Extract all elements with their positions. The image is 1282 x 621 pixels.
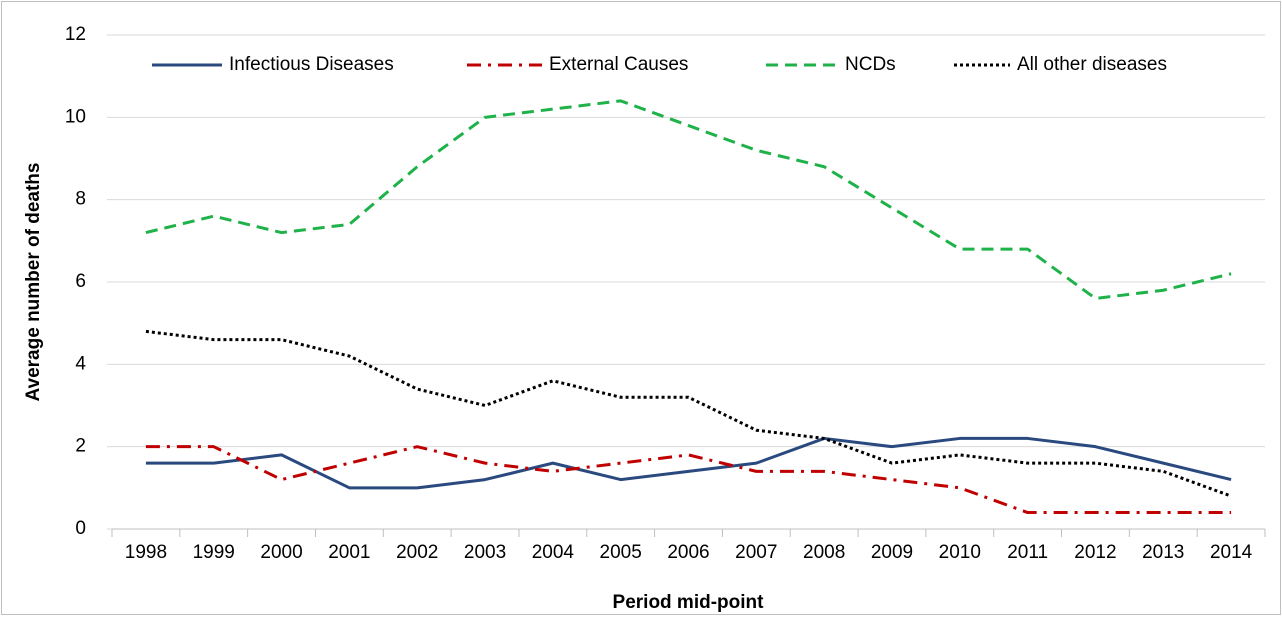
x-tick-label: 2002 [396,542,438,563]
legend-label: External Causes [549,54,688,75]
y-tick-label: 10 [65,106,86,127]
x-tick-label: 2010 [939,542,981,563]
x-tick-label: 2009 [871,542,913,563]
legend-label: Infectious Diseases [229,54,394,75]
y-tick-label: 0 [75,518,86,539]
x-tick-label: 2005 [600,542,642,563]
x-axis-title: Period mid-point [613,592,765,613]
x-tick-label: 1998 [125,542,167,563]
x-tick-label: 2000 [260,542,302,563]
series-line [145,99,1232,300]
series-line [145,436,1232,490]
legend-label: NCDs [845,54,896,75]
series-line [145,445,1232,515]
x-tick-label: 2001 [328,542,370,563]
y-tick-label: 12 [65,24,86,45]
x-tick-label: 2011 [1007,542,1048,563]
x-tick-label: 2013 [1142,542,1184,563]
y-tick-label: 6 [75,271,86,292]
x-tick-label: 2008 [803,542,845,563]
x-tick-label: 2003 [464,542,506,563]
x-tick-label: 2006 [667,542,709,563]
y-tick-label: 8 [75,189,86,210]
x-tick-label: 1999 [193,542,235,563]
y-tick-label: 2 [75,436,86,457]
x-tick-label: 2004 [532,542,575,563]
x-tick-label: 2014 [1210,542,1253,563]
y-axis-title: Average number of deaths [23,163,44,402]
x-tick-label: 2007 [735,542,777,563]
legend-label: All other diseases [1017,54,1167,75]
x-tick-label: 2012 [1074,542,1116,563]
y-tick-label: 4 [75,353,86,374]
series-line [145,329,1232,498]
